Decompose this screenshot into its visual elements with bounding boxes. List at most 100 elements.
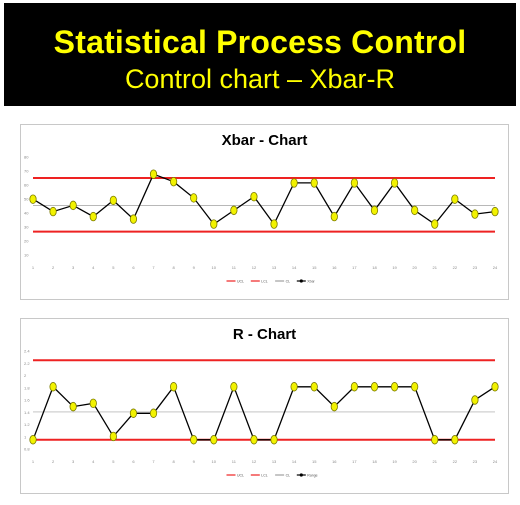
r-x-tick-label: 5 bbox=[112, 459, 115, 464]
xbar-data-point bbox=[89, 211, 97, 222]
xbar-data-point bbox=[109, 195, 117, 206]
xbar-data-point bbox=[290, 178, 298, 188]
r-x-tick-label: 24 bbox=[493, 459, 498, 464]
xbar-data-point bbox=[471, 209, 479, 219]
r-x-tick-label: 11 bbox=[232, 459, 237, 464]
r-x-tick-label: 14 bbox=[292, 459, 297, 464]
r-data-point bbox=[290, 382, 298, 392]
xbar-x-tick-label: 11 bbox=[232, 265, 237, 270]
xbar-y-tick-label: 50 bbox=[24, 197, 29, 202]
xbar-x-tick-label: 10 bbox=[212, 265, 217, 270]
xbar-series-line bbox=[32, 173, 496, 226]
r-y-tick-label: 1 bbox=[24, 434, 27, 439]
r-x-tick-label: 17 bbox=[352, 459, 357, 464]
xbar-x-tick-label: 22 bbox=[453, 265, 458, 270]
r-x-tick-label: 4 bbox=[92, 459, 95, 464]
r-y-tick-label: 2.4 bbox=[24, 349, 30, 354]
r-x-tick-label: 20 bbox=[412, 459, 417, 464]
xbar-y-tick-label: 40 bbox=[24, 211, 29, 216]
xbar-x-tick-label: 21 bbox=[433, 265, 438, 270]
r-x-tick-label: 23 bbox=[473, 459, 478, 464]
r-series-line bbox=[32, 384, 496, 441]
xbar-x-tick-label: 3 bbox=[72, 265, 75, 270]
xbar-x-tick-label: 23 bbox=[473, 265, 478, 270]
xbar-y-tick-label: 10 bbox=[24, 253, 29, 258]
r-x-tick-label: 19 bbox=[392, 459, 397, 464]
r-legend-label: Range bbox=[307, 473, 317, 477]
xbar-data-point bbox=[190, 193, 198, 203]
xbar-data-point bbox=[330, 211, 338, 222]
xbar-x-tick-label: 13 bbox=[272, 265, 277, 270]
xbar-x-tick-label: 16 bbox=[332, 265, 337, 270]
r-legend-label: UCL bbox=[237, 473, 244, 477]
xbar-data-point bbox=[491, 206, 499, 217]
r-data-point bbox=[170, 382, 178, 392]
r-x-tick-label: 16 bbox=[332, 459, 337, 464]
xbar-x-tick-label: 12 bbox=[252, 265, 257, 270]
xbar-x-tick-label: 4 bbox=[92, 265, 95, 270]
r-x-tick-label: 1 bbox=[32, 459, 35, 464]
xbar-legend-label: LCL bbox=[261, 279, 267, 283]
xbar-x-tick-label: 9 bbox=[193, 265, 196, 270]
xbar-x-tick-label: 5 bbox=[112, 265, 115, 270]
xbar-data-point bbox=[390, 178, 399, 188]
r-data-point bbox=[69, 401, 77, 412]
r-data-point bbox=[491, 382, 499, 392]
xbar-data-point bbox=[370, 205, 379, 216]
r-legend-label: LCL bbox=[261, 473, 267, 477]
r-y-tick-label: 1.4 bbox=[24, 410, 30, 415]
r-chart-panel: R - Chart 2.4 2.2 2 1.8 1.6 1.4 1.2 1 0.8 1 2 3 4 5 6 7 8… bbox=[20, 318, 509, 494]
r-data-point bbox=[29, 435, 37, 445]
xbar-y-tick-label: 60 bbox=[24, 183, 29, 188]
r-data-point bbox=[431, 435, 439, 445]
r-data-point bbox=[109, 431, 117, 442]
xbar-x-tick-label: 24 bbox=[493, 265, 498, 270]
r-data-point bbox=[471, 395, 479, 405]
r-y-tick-label: 1.8 bbox=[24, 385, 30, 390]
r-x-tick-label: 12 bbox=[252, 459, 257, 464]
title-banner: Statistical Process Control Control char… bbox=[4, 3, 516, 106]
r-data-point bbox=[451, 435, 459, 445]
r-x-tick-label: 15 bbox=[312, 459, 317, 464]
r-y-tick-label: 2 bbox=[24, 373, 27, 378]
r-x-tick-label: 10 bbox=[212, 459, 217, 464]
r-x-tick-label: 9 bbox=[193, 459, 196, 464]
xbar-data-point bbox=[170, 176, 178, 187]
xbar-x-tick-label: 17 bbox=[352, 265, 357, 270]
xbar-data-point bbox=[210, 219, 218, 229]
r-data-point bbox=[210, 435, 218, 445]
r-x-tick-label: 22 bbox=[453, 459, 458, 464]
xbar-data-point bbox=[411, 205, 419, 216]
xbar-y-tick-label: 80 bbox=[24, 155, 29, 160]
r-y-tick-label: 2.2 bbox=[24, 361, 30, 366]
xbar-x-tick-label: 2 bbox=[52, 265, 55, 270]
xbar-data-point bbox=[49, 206, 57, 217]
xbar-data-point bbox=[451, 194, 459, 204]
r-data-point bbox=[230, 382, 238, 392]
xbar-legend-label: Xbar bbox=[307, 279, 315, 283]
xbar-data-point bbox=[350, 178, 358, 188]
r-x-tick-label: 8 bbox=[172, 459, 175, 464]
r-y-tick-label: 0.8 bbox=[24, 447, 30, 452]
xbar-data-point bbox=[270, 219, 278, 229]
r-title: R - Chart bbox=[233, 326, 296, 343]
xbar-legend-label: CL bbox=[286, 279, 291, 283]
r-data-point bbox=[129, 408, 138, 418]
xbar-x-tick-label: 1 bbox=[32, 265, 35, 270]
r-data-point bbox=[411, 382, 419, 392]
r-x-tick-label: 6 bbox=[132, 459, 135, 464]
xbar-data-point bbox=[69, 200, 77, 211]
r-data-point bbox=[350, 382, 358, 392]
r-data-point bbox=[310, 382, 318, 392]
r-data-point bbox=[250, 435, 258, 445]
r-x-tick-label: 7 bbox=[152, 459, 155, 464]
xbar-data-point bbox=[431, 219, 439, 229]
r-y-tick-label: 1.6 bbox=[24, 398, 30, 403]
r-data-point bbox=[270, 435, 278, 445]
banner-title: Statistical Process Control bbox=[53, 24, 467, 60]
r-data-point bbox=[89, 398, 97, 409]
xbar-x-tick-label: 7 bbox=[152, 265, 155, 270]
r-data-point bbox=[390, 382, 399, 392]
xbar-x-tick-label: 8 bbox=[172, 265, 175, 270]
